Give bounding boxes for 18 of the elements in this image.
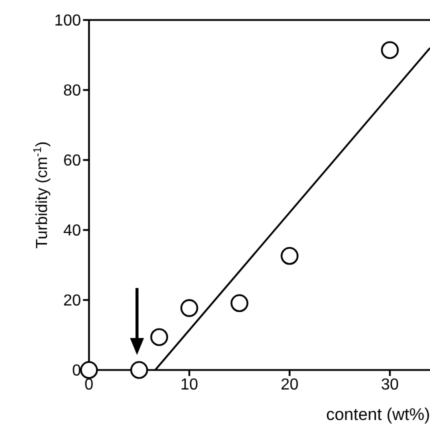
point bbox=[380, 41, 399, 59]
y-tick-label: 80 bbox=[63, 82, 82, 100]
x-tick-label: 20 bbox=[280, 376, 299, 394]
y-tick-label: 100 bbox=[54, 12, 82, 30]
y-tick-label: 60 bbox=[63, 152, 82, 170]
y-tick-label: 0 bbox=[72, 362, 82, 380]
point bbox=[230, 294, 248, 312]
point bbox=[150, 328, 168, 346]
y-tick-label: 40 bbox=[63, 222, 82, 240]
point bbox=[130, 361, 148, 379]
point bbox=[180, 299, 198, 317]
x-axis-title: content (wt%) bbox=[326, 405, 430, 424]
point bbox=[80, 361, 98, 379]
y-tick-label: 20 bbox=[63, 292, 82, 310]
point bbox=[280, 247, 298, 265]
x-tick-label: 10 bbox=[180, 376, 198, 394]
x-tick-label: 0 bbox=[84, 376, 94, 394]
x-tick-label: 30 bbox=[380, 376, 399, 394]
